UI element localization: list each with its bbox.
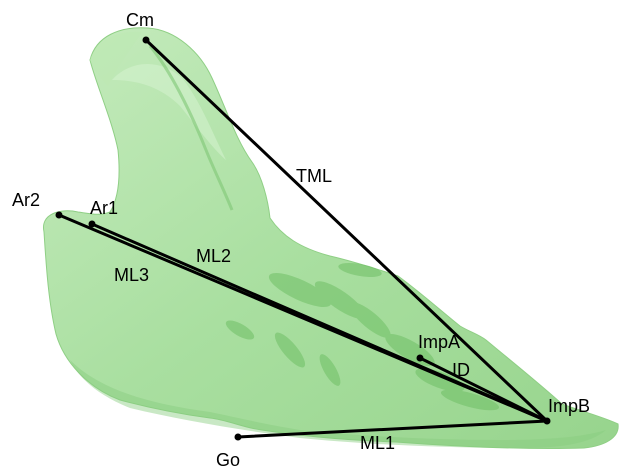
tml-line <box>144 38 549 423</box>
lower-border-shade <box>70 360 606 448</box>
ar1-label: Ar1 <box>90 198 118 218</box>
impb-point <box>543 417 551 425</box>
coronoid-region <box>90 31 142 86</box>
ar1-point <box>88 220 96 228</box>
cm-point <box>142 36 150 44</box>
impa-point <box>416 354 424 362</box>
ml1-line <box>236 419 549 439</box>
tml-label: TML <box>296 166 332 186</box>
impb-label: ImpB <box>548 396 590 416</box>
mandible-bone <box>43 27 619 450</box>
ml3-label: ML3 <box>114 265 149 285</box>
ml1-label: ML1 <box>360 433 395 453</box>
ar2-label: Ar2 <box>12 190 40 210</box>
id-label: ID <box>452 360 470 380</box>
measurement-labels: TML ML2 ML3 ID ML1 <box>114 166 470 453</box>
go-label: Go <box>216 450 240 470</box>
mandible-body <box>43 27 619 450</box>
cm-label: Cm <box>126 10 154 30</box>
id-line <box>418 356 549 423</box>
landmark-points <box>55 36 551 441</box>
ml2-label: ML2 <box>196 246 231 266</box>
measurement-lines <box>57 38 549 439</box>
ml3-line <box>57 213 549 423</box>
ramus-ridge <box>148 45 234 211</box>
mandible-highlight <box>112 63 226 160</box>
go-point <box>234 433 242 441</box>
tooth-structures <box>225 262 500 411</box>
impa-label: ImpA <box>418 332 460 352</box>
landmark-labels: Cm Ar2 Ar1 Go ImpA ImpB <box>12 10 590 470</box>
ar2-point <box>55 211 63 219</box>
